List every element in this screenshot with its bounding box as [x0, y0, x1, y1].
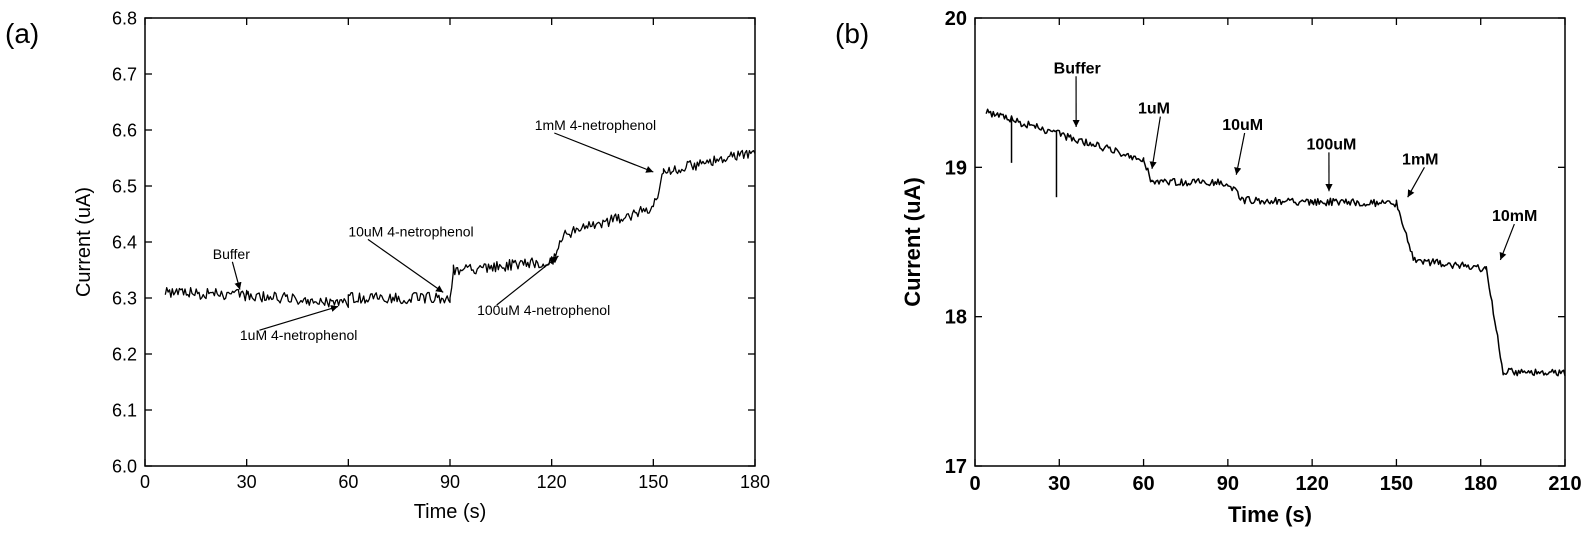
- annotation-label: 100uM: [1307, 136, 1357, 153]
- annotation-label: 1mM 4-netrophenol: [535, 117, 656, 133]
- annotation-label: 1mM: [1402, 151, 1438, 168]
- y-tick-label: 6.5: [112, 176, 137, 196]
- x-axis-label: Time (s): [414, 501, 487, 523]
- y-tick-label: 6.2: [112, 344, 137, 364]
- y-tick-label: 6.6: [112, 120, 137, 140]
- x-tick-label: 150: [1380, 473, 1413, 495]
- annotation-label: 10uM 4-netrophenol: [348, 223, 473, 239]
- x-tick-label: 120: [1295, 473, 1328, 495]
- annotation-label: 10uM: [1222, 117, 1263, 134]
- panel-label-a: (a): [5, 18, 39, 50]
- annotation-label: 1uM: [1138, 101, 1170, 118]
- panel-label-b: (b): [835, 18, 869, 50]
- y-tick-label: 6.4: [112, 232, 137, 252]
- y-tick-label: 6.8: [112, 8, 137, 28]
- x-tick-label: 90: [440, 472, 460, 492]
- y-axis-label: Current (uA): [73, 187, 95, 297]
- x-tick-label: 180: [740, 472, 770, 492]
- x-tick-label: 30: [1048, 473, 1070, 495]
- chart-a: 0 30 60 90 120 150 180 6.0 6.1 6.2 6.3 6.4 6.5 6.6 6.7…: [55, 0, 795, 544]
- x-tick-label: 30: [237, 472, 257, 492]
- x-tick-label: 180: [1464, 473, 1497, 495]
- chart-b: 0 30 60 90 120 150 180 210 17 18 19 20 Time (s) Curre…: [885, 0, 1595, 544]
- y-tick-label: 17: [945, 456, 967, 478]
- x-tick-label: 0: [140, 472, 150, 492]
- figure-container: (a) (b) 03060901201501806.06.16.26.36.46…: [0, 0, 1595, 544]
- annotation-label: 10mM: [1492, 208, 1537, 225]
- x-tick-label: 60: [338, 472, 358, 492]
- x-tick-label: 60: [1132, 473, 1154, 495]
- y-tick-label: 6.1: [112, 400, 137, 420]
- y-tick-label: 19: [945, 157, 967, 179]
- x-tick-label: 150: [638, 472, 668, 492]
- x-tick-label: 0: [969, 473, 980, 495]
- y-axis-label: Current (uA): [900, 177, 925, 307]
- annotation-label: Buffer: [1054, 60, 1101, 77]
- x-tick-label: 210: [1548, 473, 1581, 495]
- annotation-label: 1uM 4-netrophenol: [240, 327, 358, 343]
- x-tick-label: 120: [537, 472, 567, 492]
- y-tick-label: 6.3: [112, 288, 137, 308]
- annotation-label: Buffer: [213, 246, 250, 262]
- y-tick-label: 6.7: [112, 64, 137, 84]
- x-axis-label: Time (s): [1228, 502, 1312, 527]
- y-tick-label: 18: [945, 307, 967, 329]
- x-tick-label: 90: [1217, 473, 1239, 495]
- data-trace: [986, 109, 1565, 376]
- y-tick-label: 6.0: [112, 456, 137, 476]
- y-tick-label: 20: [945, 8, 967, 30]
